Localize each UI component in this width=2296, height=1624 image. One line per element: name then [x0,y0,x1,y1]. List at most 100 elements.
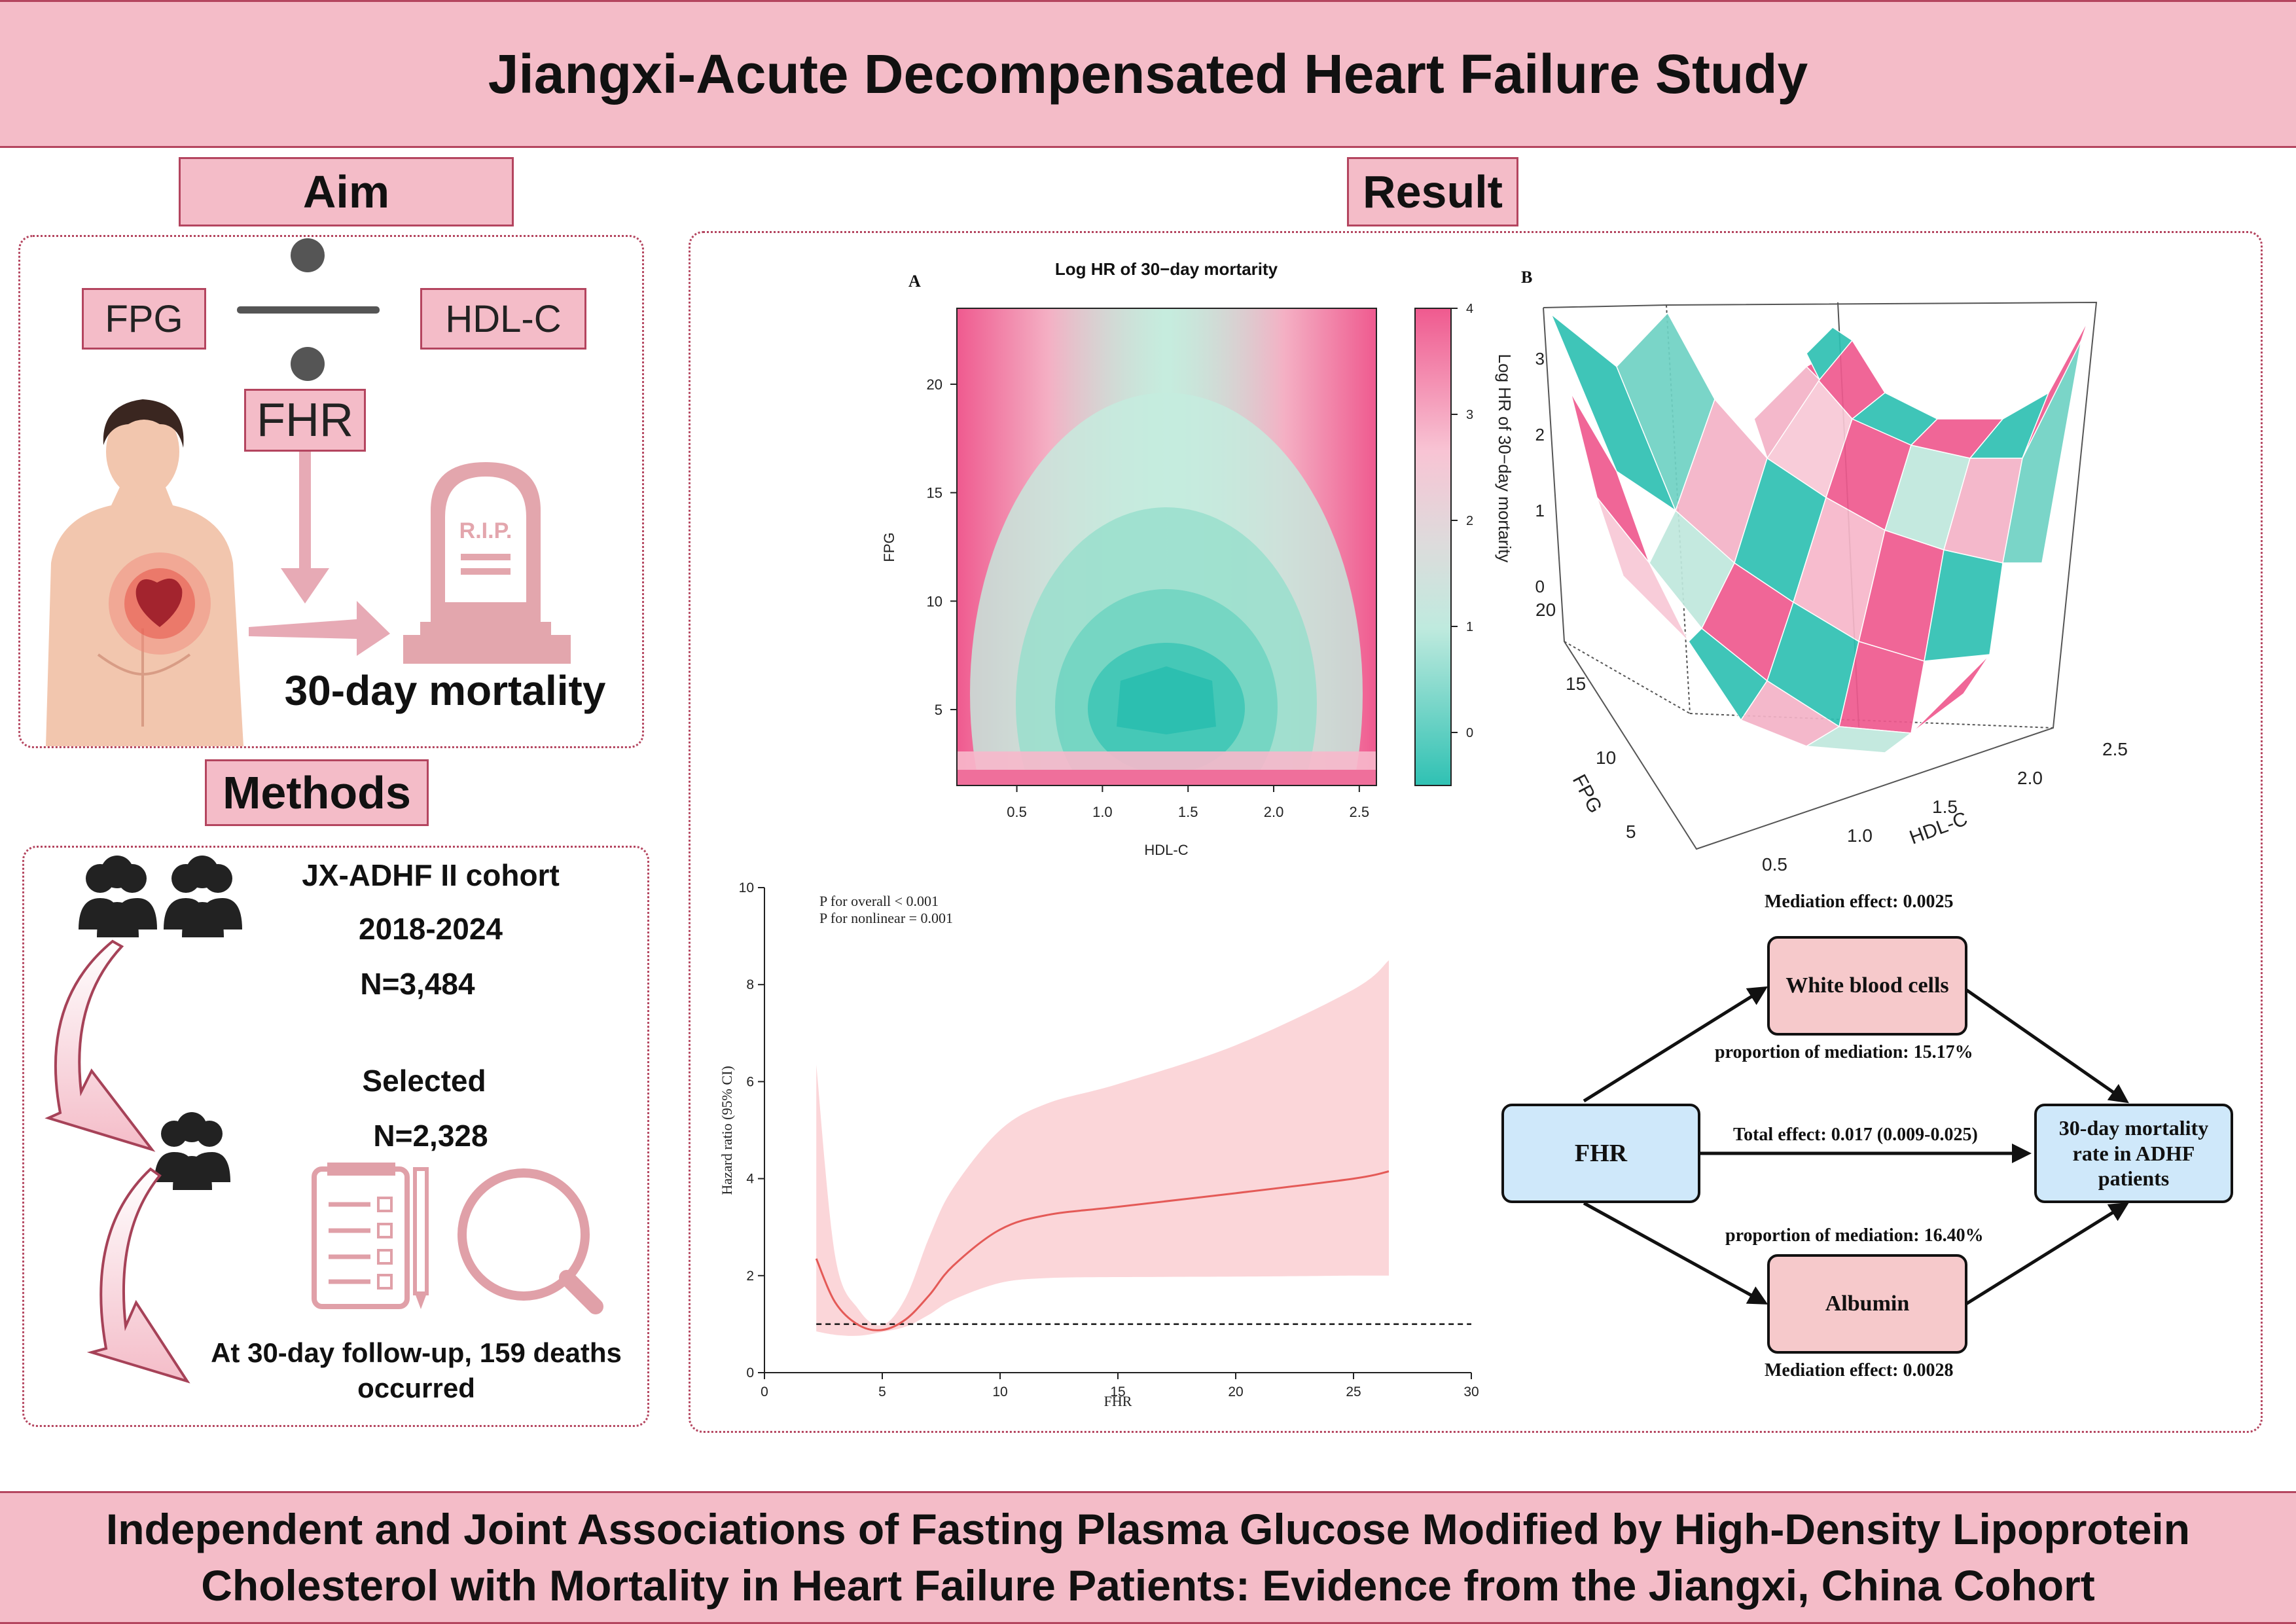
surface-fpg-tick-label: 10 [1596,748,1616,768]
divide-dot-bottom [291,347,325,381]
arrow-down-icon [281,452,329,604]
rcs-x-tick-label: 20 [1228,1384,1243,1399]
footer-line2: Cholesterol with Mortality in Heart Fail… [201,1561,2095,1610]
surface-hdl-tick-label: 0.5 [1762,854,1787,875]
methods-selected-label: Selected [362,1064,486,1098]
rcs-x-tick-label: 0 [761,1384,768,1399]
checklist-icon [312,1163,429,1309]
flow-arrow-1-icon [45,939,156,1152]
heatmap-y-tick-label: 15 [927,485,942,501]
followup-line2: occurred [357,1372,475,1403]
colorbar-tick-label: 2 [1466,514,1473,528]
heatmap-x-tick-label: 2.0 [1264,804,1284,820]
fhr-node-text: FHR [1574,1140,1628,1167]
arrow-fhr-alb [1583,1201,1768,1305]
rcs-hr-line [815,1170,1390,1331]
surface-fpg-tick-label: 15 [1566,674,1586,694]
surface-z-tick-label: 1 [1535,501,1545,520]
bottom-mediation-effect: Mediation effect: 0.0028 [1765,1360,1954,1380]
total-effect: Total effect: 0.017 (0.009-0.025) [1733,1125,1978,1145]
rcs-x-label: FHR [1104,1393,1132,1409]
arrow-wbc-outcome [1965,988,2129,1104]
title-banner: Jiangxi-Acute Decompensated Heart Failur… [0,0,2296,148]
heatmap-x-tick-label: 2.5 [1350,804,1370,820]
outcome-line2: rate in ADHF [2072,1141,2195,1165]
albumin-proportion: proportion of mediation: 16.40% [1725,1225,1984,1246]
heatmap-x-tick-label: 1.5 [1178,804,1198,820]
colorbar-tick-label: 3 [1466,408,1473,422]
methods-illustration [45,856,603,1384]
footer-banner: Independent and Joint Associations of Fa… [0,1491,2296,1624]
heart-icon [135,578,183,627]
result-heading: Result [1347,157,1518,226]
result-panel [689,231,2263,1433]
methods-n-selected: N=2,328 [373,1119,488,1153]
arrow-right-icon [249,601,390,656]
surface-hdl-ticks: 0.5 1.0 1.5 2.0 2.5 [1762,739,2128,875]
divide-bar [237,306,380,314]
methods-panel [22,846,649,1427]
rcs-annotation-nonlinear: P for nonlinear = 0.001 [819,910,953,926]
aim-outcome: 30-day mortality [284,667,606,714]
heatmap-y-tick-label: 20 [927,376,942,393]
surface-z-tick-label: 3 [1535,349,1545,369]
albumin-text: Albumin [1825,1291,1910,1316]
hdl-box: HDL-C [420,288,586,350]
followup-line1: At 30-day follow-up, 159 deaths [211,1337,622,1368]
heatmap-y-tick-label: 5 [935,702,942,718]
heatmap-x-ticks: 0.5 1.0 1.5 2.0 2.5 [1007,785,1369,820]
wbc-text: White blood cells [1785,973,1949,998]
tombstone-icon: R.I.P. [403,462,571,664]
rcs-y-tick-label: 8 [746,977,754,992]
surface-hdl-tick-label: 2.5 [2102,739,2128,759]
top-mediation-effect: Mediation effect: 0.0025 [1765,892,1954,912]
page-title: Jiangxi-Acute Decompensated Heart Failur… [488,43,1808,105]
heatmap-minimum [1117,666,1216,734]
surface-hdl-tick-label: 1.5 [1932,797,1958,817]
surface-hdl-tick-label: 2.0 [2017,768,2043,788]
heatmap-x-tick-label: 1.0 [1092,804,1113,820]
aim-heading: Aim [179,157,514,226]
surface-fpg-tick-label: 5 [1626,821,1636,842]
heatmap-x-label: HDL-C [1144,842,1188,858]
panel-a-letter: A [908,272,921,291]
rcs-x-tick-label: 5 [878,1384,886,1399]
rcs-x-tick-label: 25 [1346,1384,1361,1399]
albumin-node: Albumin [1767,1254,1967,1354]
divide-dot-top [291,238,325,272]
svg-text:R.I.P.: R.I.P. [459,518,512,543]
fhr-label: FHR [257,394,353,446]
heatmap-x-tick-label: 0.5 [1007,804,1027,820]
outcome-node: 30-day mortality rate in ADHF patients [2034,1104,2233,1203]
surface-fpg-tick-label: 20 [1535,600,1556,620]
aim-panel [18,235,644,748]
panel-b-letter: B [1521,268,1532,287]
flow-arrow-2-icon [86,1167,190,1384]
rcs-x-tick-label: 15 [1110,1384,1125,1399]
rcs-y-tick-label: 0 [746,1365,754,1380]
outcome-line3: patients [2098,1166,2170,1191]
heatmap-y-ticks: 5 10 15 20 [927,376,957,718]
colorbar-tick-label: 1 [1466,620,1473,634]
surface-z-label: Log HR of 30−day mortarity [1495,354,1515,563]
surface-z-tick-label: 2 [1535,425,1545,444]
rcs-annotation-overall: P for overall < 0.001 [819,893,939,909]
outcome-line1: 30-day mortality [2058,1116,2209,1140]
footer-line1: Independent and Joint Associations of Fa… [105,1504,2191,1553]
fpg-box: FPG [82,288,206,350]
rcs-x-ticks: 0 5 10 15 20 25 30 [761,1373,1479,1399]
methods-n-total: N=3,484 [360,967,475,1001]
methods-followup: At 30-day follow-up, 159 deaths occurred [194,1335,639,1406]
fhr-box: FHR [244,389,366,452]
heatmap-colorbar [1414,308,1452,786]
rcs-y-tick-label: 6 [746,1074,754,1089]
rcs-y-label: Hazard ratio (95% CI) [719,1066,735,1195]
aim-illustration: R.I.P. [46,399,571,746]
magnifier-icon [457,1168,603,1314]
colorbar-tick-label: 4 [1466,302,1473,316]
patient-body-icon [46,399,243,746]
rcs-x-tick-label: 10 [992,1384,1007,1399]
